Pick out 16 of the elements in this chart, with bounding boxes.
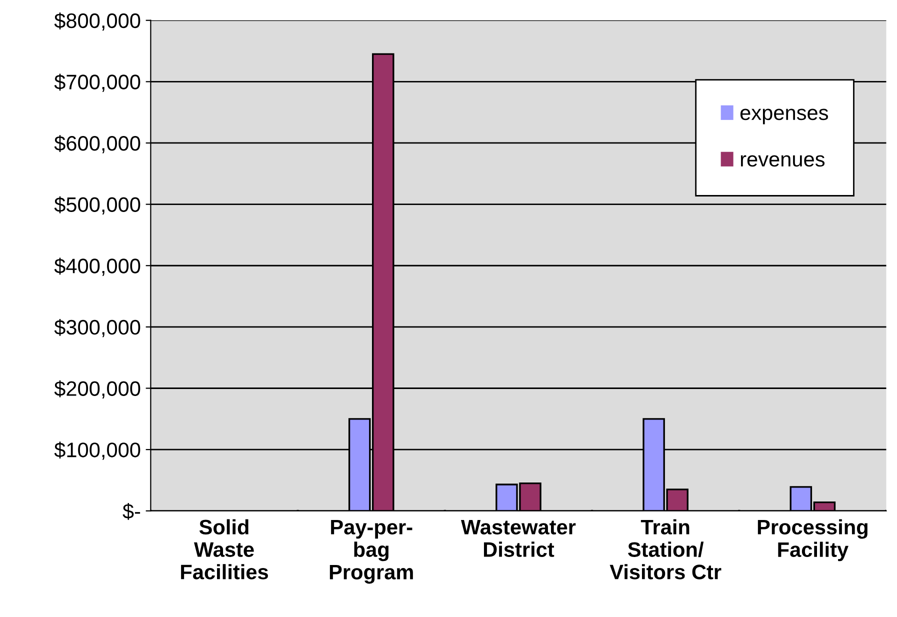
x-tick-label: Pay-per- bag Program [330, 520, 413, 584]
y-tick-label: $100,000 [54, 442, 140, 460]
y-tick-label: $- [122, 503, 140, 520]
x-tick-label: Train Station/ Visitors Ctr [610, 519, 722, 580]
y-tick-label: $400,000 [54, 258, 140, 276]
y-tick-label: $600,000 [54, 135, 140, 154]
y-tick-label: $200,000 [54, 380, 140, 398]
legend-label: expenses [740, 108, 828, 124]
legend-label: revenues [740, 155, 825, 167]
y-tick-label: $800,000 [54, 12, 140, 31]
x-tick-label: Wastewater District [460, 520, 576, 557]
y-tick-label: $300,000 [54, 319, 140, 338]
y-tick-label: $700,000 [54, 74, 140, 92]
x-tick-label: Solid Waste Facilities [181, 519, 268, 580]
y-tick-label: $500,000 [54, 196, 140, 215]
x-tick-label: Processing Facility [758, 519, 868, 562]
